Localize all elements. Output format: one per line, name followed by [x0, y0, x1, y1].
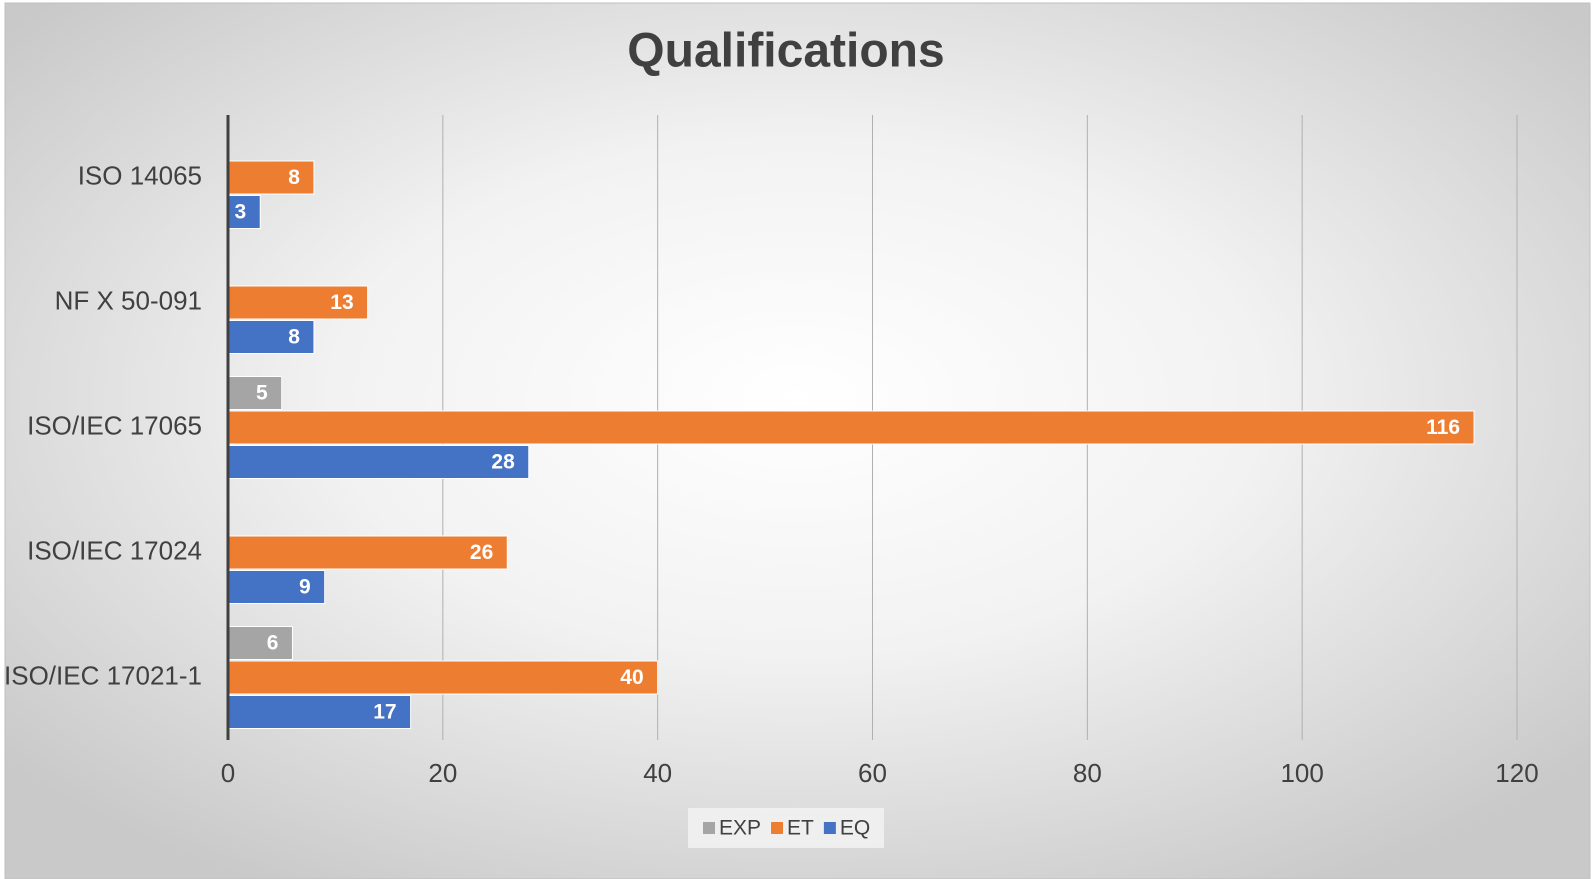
bar: [227, 445, 530, 479]
data-label: 5: [256, 382, 268, 405]
legend-label: EXP: [719, 817, 761, 840]
y-tick-label: ISO/IEC 17021-1: [4, 660, 202, 690]
bar: [227, 535, 508, 570]
x-tick-label: 80: [1073, 758, 1102, 788]
legend-label: ET: [787, 817, 814, 840]
y-tick-label: NF X 50-091: [55, 285, 202, 315]
bar: [227, 195, 261, 229]
x-tick-label: 40: [643, 758, 672, 788]
bar: [227, 376, 283, 410]
y-tick-label: ISO 14065: [78, 160, 202, 190]
data-label: 28: [491, 451, 515, 474]
bar: [227, 320, 315, 354]
data-label: 3: [235, 201, 247, 224]
legend-box: [688, 808, 884, 848]
data-label: 9: [299, 576, 311, 599]
y-tick-label: ISO/IEC 17065: [27, 410, 202, 440]
x-tick-label: 100: [1280, 758, 1323, 788]
bar: [227, 626, 293, 660]
legend-label: EQ: [840, 817, 870, 840]
data-label: 17: [373, 701, 396, 724]
x-tick-label: 0: [221, 758, 235, 788]
legend-swatch: [823, 822, 836, 834]
data-label: 6: [267, 632, 279, 655]
bar: [227, 660, 659, 695]
data-label: 40: [620, 666, 643, 689]
legend-swatch: [771, 822, 784, 834]
x-tick-label: 120: [1495, 758, 1538, 788]
data-label: 26: [470, 541, 493, 564]
x-tick-label: 60: [858, 758, 887, 788]
data-label: 8: [288, 326, 300, 349]
x-tick-label: 20: [428, 758, 457, 788]
chart-title: Qualifications: [627, 25, 944, 78]
legend-swatch: [703, 822, 715, 834]
bar: [227, 160, 315, 195]
y-tick-label: ISO/IEC 17024: [27, 535, 202, 565]
bar: [227, 570, 326, 604]
data-label: 13: [330, 291, 353, 314]
data-label: 8: [288, 166, 300, 189]
bar: [227, 410, 1475, 445]
data-label: 116: [1426, 416, 1460, 439]
